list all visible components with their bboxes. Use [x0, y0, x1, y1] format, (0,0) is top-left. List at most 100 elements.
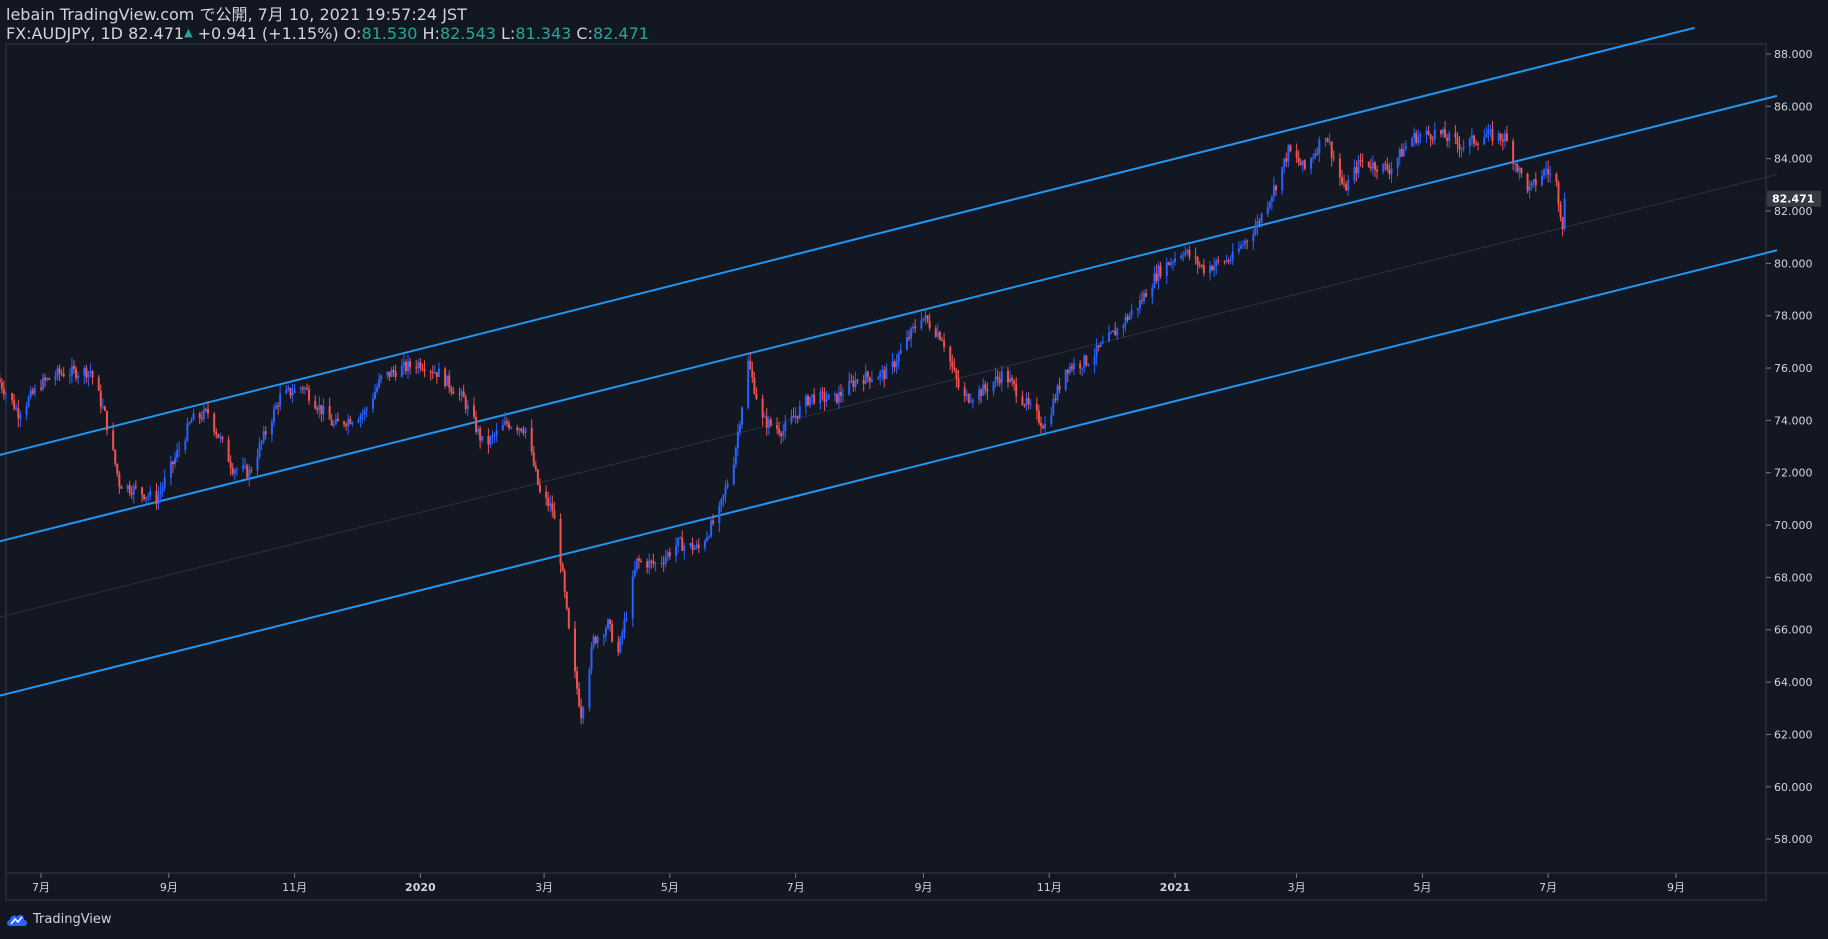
- candle-body: [1023, 404, 1026, 406]
- candle-body: [169, 461, 172, 478]
- candle-body: [879, 372, 882, 378]
- candle-body: [1072, 363, 1075, 370]
- candle-body: [99, 390, 102, 407]
- candle-body: [101, 406, 104, 408]
- candle-body: [1415, 133, 1418, 144]
- candle-body: [908, 337, 911, 339]
- time-tick-label: 3月: [1288, 881, 1306, 894]
- candle-body: [1501, 139, 1504, 142]
- channel-line[interactable]: [0, 94, 1778, 544]
- tradingview-logo[interactable]: TradingView: [6, 912, 112, 927]
- candle-body: [1505, 133, 1508, 141]
- candle-body: [868, 377, 871, 382]
- candle-body: [343, 421, 346, 425]
- candle-body: [679, 537, 682, 539]
- candle-body: [1303, 160, 1306, 169]
- time-axis[interactable]: 7月 9月 11月 2020 3月 5月 7月 9月 11月 2021 3月 5月 7月 9月: [32, 873, 1685, 894]
- candle-body: [242, 465, 245, 469]
- candle-body: [404, 361, 407, 371]
- candle-body: [44, 377, 47, 381]
- candle-body: [712, 520, 715, 524]
- candle-body: [1035, 404, 1038, 411]
- candle-body: [1318, 139, 1321, 154]
- candle-body: [848, 380, 851, 395]
- close-label: C:: [576, 24, 593, 43]
- candle-body: [330, 419, 333, 426]
- candle-body: [751, 369, 754, 378]
- candle-body: [217, 434, 220, 438]
- candle-body: [1056, 385, 1059, 400]
- candle-body: [1215, 260, 1218, 266]
- candle-body: [1081, 367, 1084, 369]
- price-tick-label: 82.000: [1774, 205, 1813, 218]
- candle-body: [334, 418, 337, 424]
- candle-body: [1029, 404, 1032, 406]
- candle-body: [1068, 366, 1071, 374]
- candle-body: [1359, 160, 1362, 162]
- candle-body: [545, 491, 548, 498]
- candle-body: [130, 492, 133, 495]
- price-axis[interactable]: 58.000 60.000 62.000 64.000 66.000 68.000 70.0…: [1766, 48, 1813, 846]
- candle-body: [1138, 300, 1141, 309]
- channel-drawings[interactable]: [0, 26, 1778, 698]
- time-tick-label: 2020: [405, 881, 436, 894]
- candle-body: [1468, 138, 1471, 147]
- candle-body: [1258, 221, 1261, 223]
- candle-body: [285, 389, 288, 394]
- candle-body: [941, 339, 944, 341]
- candle-body: [42, 377, 45, 390]
- candle-body: [458, 393, 461, 395]
- time-tick-label: 2021: [1160, 881, 1191, 894]
- candle-body: [1108, 332, 1111, 342]
- candle-body: [516, 427, 519, 431]
- candle-body: [1485, 134, 1488, 138]
- candle-body: [345, 424, 348, 427]
- candle-body: [491, 435, 494, 437]
- candle-body: [1353, 167, 1356, 181]
- candle-body: [1456, 137, 1459, 144]
- candle-body: [1532, 179, 1535, 183]
- candle-body: [1000, 371, 1003, 384]
- candle-body: [394, 371, 397, 377]
- channel-line[interactable]: [0, 249, 1778, 698]
- ohlc-legend[interactable]: FX:AUDJPY, 1D 82.471▲ +0.941 (+1.15%) O:…: [6, 24, 649, 43]
- candle-body: [967, 394, 970, 403]
- candle-body: [351, 422, 354, 425]
- candle-body: [994, 376, 997, 383]
- channel-line[interactable]: [0, 26, 1695, 457]
- candle-body: [924, 315, 927, 319]
- candle-body: [934, 328, 937, 337]
- candle-body: [957, 378, 960, 388]
- candle-body: [1037, 410, 1040, 423]
- candle-body: [392, 369, 395, 372]
- candle-body: [56, 368, 59, 377]
- candle-body: [68, 375, 71, 377]
- candle-body: [508, 423, 511, 429]
- time-tick-label: 9月: [160, 881, 178, 894]
- candle-body: [689, 543, 692, 546]
- candle-body: [652, 561, 655, 564]
- candle-body: [118, 473, 121, 487]
- symbol-line: FX:AUDJPY, 1D 82.471: [6, 24, 185, 43]
- candle-body: [145, 497, 148, 500]
- channel-median-line[interactable]: [0, 173, 1778, 619]
- candle-body: [1050, 414, 1053, 425]
- candle-body: [796, 415, 799, 419]
- time-tick-label: 5月: [1413, 881, 1431, 894]
- candle-body: [1070, 366, 1073, 370]
- candle-body: [262, 431, 265, 442]
- candle-body: [899, 349, 902, 354]
- candle-body: [322, 406, 325, 415]
- candle-body: [1316, 153, 1319, 155]
- candle-body: [870, 379, 873, 382]
- candle-body: [893, 361, 896, 368]
- up-arrow-icon: ▲: [184, 26, 193, 39]
- candle-body: [1338, 158, 1341, 178]
- candle-body: [1054, 399, 1057, 401]
- price-tick-label: 58.000: [1774, 833, 1813, 846]
- candle-body: [753, 377, 756, 394]
- candle-body: [1287, 145, 1290, 162]
- candle-body: [1475, 143, 1478, 145]
- candle-body: [996, 376, 999, 379]
